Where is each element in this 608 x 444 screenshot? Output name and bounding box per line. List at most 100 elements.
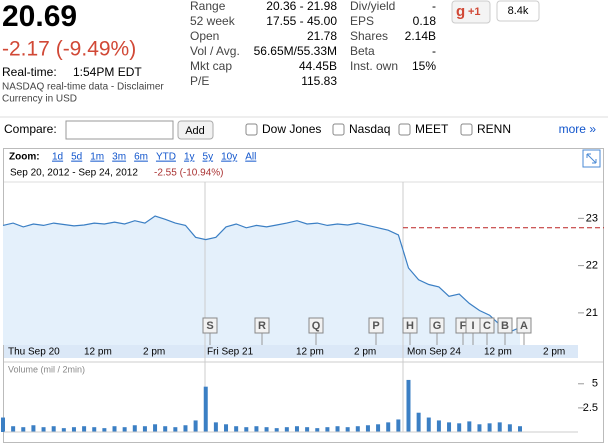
stat-label: Vol / Avg. <box>190 44 240 58</box>
flag[interactable] <box>202 317 218 334</box>
volume-bar <box>254 426 259 432</box>
zoom-link[interactable]: 1y <box>184 152 195 163</box>
volume-bar <box>82 426 87 432</box>
volume-bar <box>21 427 26 432</box>
zoom-label: Zoom: <box>9 152 40 163</box>
volume-bar <box>234 426 239 432</box>
volume-bar <box>325 427 330 432</box>
volume-bar <box>61 428 66 432</box>
volume-bar <box>11 426 16 432</box>
volume-bar <box>71 427 76 432</box>
flag-label: S <box>206 320 213 332</box>
flag[interactable] <box>479 317 495 334</box>
checkbox[interactable] <box>245 123 258 136</box>
stat-label: Inst. own <box>350 59 398 73</box>
range-change: -2.55 (-10.94%) <box>154 168 223 179</box>
zoom-link[interactable]: 5y <box>203 152 214 163</box>
add-label: Add <box>185 125 205 137</box>
volume-bar <box>193 420 198 432</box>
stat-value: 17.55 - 45.00 <box>266 14 337 28</box>
volume-bar <box>224 424 229 432</box>
add-button[interactable] <box>177 120 214 140</box>
flag[interactable] <box>429 317 445 334</box>
compare-option: Dow Jones <box>262 122 321 136</box>
expand-arrow <box>586 153 597 164</box>
source: NASDAQ real-time data - Disclaimer <box>2 82 164 93</box>
checkbox[interactable] <box>460 123 473 136</box>
flag-label: F <box>460 320 467 332</box>
volume-bar <box>487 423 492 432</box>
compare-option: MEET <box>415 122 449 136</box>
zoom-link[interactable]: YTD <box>156 152 176 163</box>
stat-value: 15% <box>412 59 436 73</box>
flag-label: Q <box>312 320 321 332</box>
volume-bar <box>102 428 107 432</box>
volume-bar <box>376 424 381 432</box>
volume-bar <box>31 425 36 432</box>
volume-bar <box>518 426 522 432</box>
checkbox[interactable] <box>332 123 345 136</box>
stat-label: EPS <box>350 14 374 28</box>
volume-bar <box>284 427 289 432</box>
compare-input[interactable] <box>65 120 174 140</box>
volume-bar <box>305 427 310 432</box>
flag[interactable] <box>402 317 418 334</box>
volume-bar <box>142 426 147 432</box>
stat-label: P/E <box>190 74 209 88</box>
compare-option: Nasdaq <box>349 122 390 136</box>
stat-value: 20.36 - 21.98 <box>266 0 337 13</box>
volume-bar <box>183 425 188 432</box>
plus-one-button[interactable] <box>451 0 491 24</box>
zoom-link[interactable]: 1m <box>90 152 104 163</box>
volume-bar <box>244 427 249 432</box>
volume-bar <box>294 426 299 432</box>
realtime-label: Real-time: <box>2 65 57 79</box>
volume-bar <box>213 422 218 432</box>
volume-bar <box>447 422 452 432</box>
zoom-link[interactable]: 6m <box>134 152 148 163</box>
flag[interactable] <box>368 317 384 334</box>
zoom-link[interactable]: 10y <box>221 152 237 163</box>
x-tick-label: 2 pm <box>143 347 165 358</box>
volume-bar <box>365 425 370 432</box>
flag-label: P <box>372 320 379 332</box>
flag-label: R <box>258 320 266 332</box>
flag[interactable] <box>497 317 513 334</box>
volume-tick-label: 2.5 <box>583 402 598 414</box>
x-tick-label: 12 pm <box>296 347 324 358</box>
flag-label: C <box>483 320 491 332</box>
g-icon: g <box>456 3 465 20</box>
stat-label: Mkt cap <box>190 59 232 73</box>
y-tick-label: 21 <box>586 307 598 319</box>
y-tick-label: 23 <box>586 212 598 224</box>
flag[interactable] <box>516 317 532 334</box>
stat-value: 44.45B <box>299 59 337 73</box>
flag-label: B <box>501 320 509 332</box>
stat-value: 0.18 <box>413 14 437 28</box>
flag[interactable] <box>308 317 324 334</box>
date-range: Sep 20, 2012 - Sep 24, 2012 <box>10 168 138 179</box>
stat-value: - <box>432 0 436 13</box>
stat-value: 21.78 <box>307 29 337 43</box>
volume-bar <box>264 427 269 432</box>
volume-bar <box>406 379 411 432</box>
stat-label: Beta <box>350 44 375 58</box>
plus-count: 8.4k <box>508 5 529 17</box>
checkbox[interactable] <box>398 123 411 136</box>
more-link[interactable]: more » <box>559 122 597 136</box>
volume-bar <box>497 422 502 432</box>
volume-bar <box>416 412 421 432</box>
volume-bar <box>396 419 401 432</box>
zoom-link[interactable]: 1d <box>52 152 63 163</box>
zoom-link[interactable]: All <box>245 152 256 163</box>
flag[interactable] <box>254 317 270 334</box>
volume-bar <box>1 417 5 432</box>
volume-bar <box>173 427 178 432</box>
volume-bar <box>41 427 46 432</box>
zoom-link[interactable]: 5d <box>71 152 82 163</box>
zoom-link[interactable]: 3m <box>112 152 126 163</box>
time-bar <box>4 345 578 358</box>
flag-label: I <box>471 320 474 332</box>
volume-bar <box>355 426 360 432</box>
